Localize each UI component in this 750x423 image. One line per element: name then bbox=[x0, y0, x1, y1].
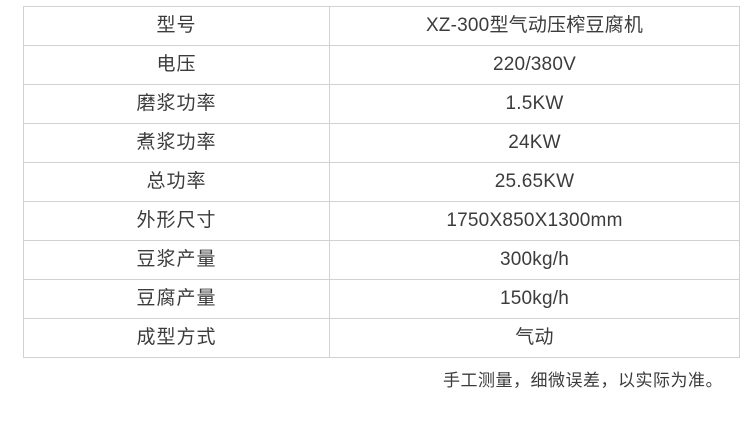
spec-label-dimensions: 外形尺寸 bbox=[23, 201, 330, 241]
table-row: 成型方式 气动 bbox=[23, 318, 740, 358]
spec-label-boiling-power: 煮浆功率 bbox=[23, 123, 330, 163]
table-row: 电压 220/380V bbox=[23, 45, 740, 85]
spec-label-total-power: 总功率 bbox=[23, 162, 330, 202]
spec-label-voltage: 电压 bbox=[23, 45, 330, 85]
spec-value-soymilk-output: 300kg/h bbox=[329, 240, 740, 280]
spec-value-boiling-power: 24KW bbox=[329, 123, 740, 163]
table-row: 磨浆功率 1.5KW bbox=[23, 84, 740, 124]
table-row: 煮浆功率 24KW bbox=[23, 123, 740, 163]
spec-table-container: 型号 XZ-300型气动压榨豆腐机 电压 220/380V 磨浆功率 1.5KW… bbox=[23, 6, 740, 358]
spec-label-soymilk-output: 豆浆产量 bbox=[23, 240, 330, 280]
spec-value-tofu-output: 150kg/h bbox=[329, 279, 740, 319]
spec-label-tofu-output: 豆腐产量 bbox=[23, 279, 330, 319]
spec-label-forming-method: 成型方式 bbox=[23, 318, 330, 358]
spec-value-grinding-power: 1.5KW bbox=[329, 84, 740, 124]
spec-label-grinding-power: 磨浆功率 bbox=[23, 84, 330, 124]
spec-value-model: XZ-300型气动压榨豆腐机 bbox=[329, 6, 740, 46]
spec-value-voltage: 220/380V bbox=[329, 45, 740, 85]
table-row: 豆浆产量 300kg/h bbox=[23, 240, 740, 280]
product-specification-table: 型号 XZ-300型气动压榨豆腐机 电压 220/380V 磨浆功率 1.5KW… bbox=[23, 6, 740, 358]
spec-value-forming-method: 气动 bbox=[329, 318, 740, 358]
table-row: 总功率 25.65KW bbox=[23, 162, 740, 202]
spec-table-body: 型号 XZ-300型气动压榨豆腐机 电压 220/380V 磨浆功率 1.5KW… bbox=[23, 6, 740, 358]
table-row: 外形尺寸 1750X850X1300mm bbox=[23, 201, 740, 241]
table-row: 型号 XZ-300型气动压榨豆腐机 bbox=[23, 6, 740, 46]
table-row: 豆腐产量 150kg/h bbox=[23, 279, 740, 319]
spec-label-model: 型号 bbox=[23, 6, 330, 46]
measurement-disclaimer-note: 手工测量，细微误差，以实际为准。 bbox=[443, 371, 723, 390]
spec-value-total-power: 25.65KW bbox=[329, 162, 740, 202]
spec-value-dimensions: 1750X850X1300mm bbox=[329, 201, 740, 241]
